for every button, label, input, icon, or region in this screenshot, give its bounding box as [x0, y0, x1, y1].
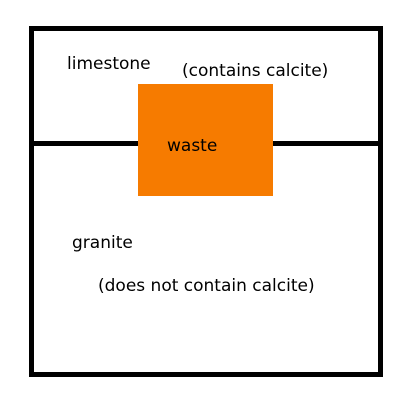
waste-deposit-box [138, 84, 273, 196]
limestone-calcite-note: (contains calcite) [182, 61, 329, 81]
waste-label: waste [167, 136, 218, 156]
granite-label: granite [72, 233, 133, 253]
granite-calcite-note: (does not contain calcite) [98, 276, 315, 296]
diagram-frame [29, 26, 383, 377]
limestone-label: limestone [67, 54, 151, 74]
